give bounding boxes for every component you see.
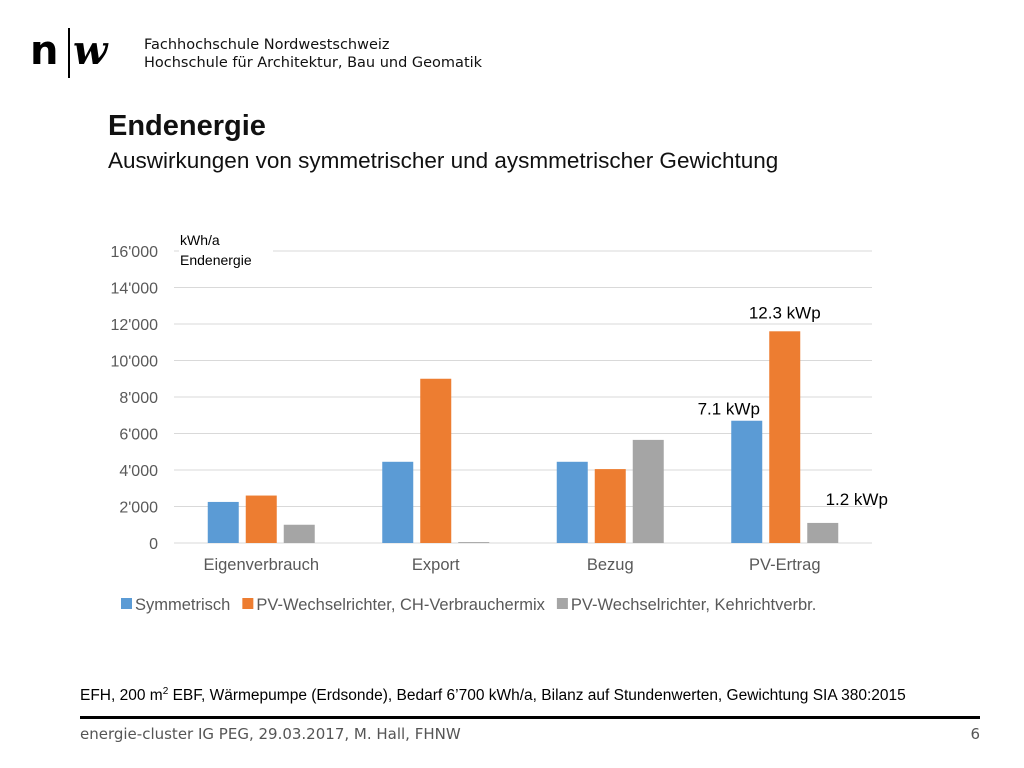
- footnote: EFH, 200 m2 EBF, Wärmepumpe (Erdsonde), …: [80, 686, 906, 705]
- y-tick-label: 8'000: [119, 390, 158, 407]
- institution-line-1: Fachhochschule Nordwestschweiz: [144, 37, 390, 53]
- bar: [632, 439, 664, 543]
- institution-name: Fachhochschule Nordwestschweiz Hochschul…: [144, 36, 482, 72]
- y-tick-label: 2'000: [119, 500, 158, 517]
- bar: [420, 378, 452, 543]
- slide-subtitle: Auswirkungen von symmetrischer und aysmm…: [108, 148, 779, 173]
- bar-annotation: 7.1 kWp: [698, 400, 760, 419]
- footer-text: energie-cluster IG PEG, 29.03.2017, M. H…: [80, 725, 461, 743]
- bar: [731, 420, 763, 543]
- svg-text:w: w: [73, 27, 109, 74]
- slide-title: Endenergie: [108, 110, 266, 142]
- legend-swatch: [121, 598, 132, 609]
- bar: [556, 461, 588, 543]
- y-tick-label: 10'000: [110, 354, 158, 371]
- legend-swatch: [556, 598, 568, 609]
- x-tick-label: Eigenverbrauch: [203, 556, 319, 574]
- bar: [769, 331, 801, 543]
- legend-label: PV-Wechselrichter, CH-Verbrauchermix: [256, 596, 545, 614]
- page-number: 6: [970, 725, 980, 743]
- footnote-suffix: EBF, Wärmepumpe (Erdsonde), Bedarf 6’700…: [168, 687, 906, 705]
- bar: [245, 495, 277, 543]
- x-tick-label: Export: [412, 556, 460, 574]
- unit-label-line-2: Endenergie: [180, 252, 252, 268]
- y-tick-label: 0: [149, 536, 158, 553]
- bar: [283, 524, 315, 543]
- y-tick-label: 14'000: [110, 281, 158, 298]
- bar: [382, 461, 414, 543]
- x-tick-label: PV-Ertrag: [749, 556, 821, 574]
- y-tick-label: 4'000: [119, 463, 158, 480]
- svg-text:n: n: [30, 28, 58, 74]
- y-tick-label: 6'000: [119, 427, 158, 444]
- x-tick-label: Bezug: [587, 556, 634, 574]
- bar: [807, 522, 839, 543]
- legend-label: Symmetrisch: [135, 596, 230, 614]
- bar-annotation: 1.2 kWp: [826, 490, 888, 509]
- bar: [594, 469, 626, 543]
- fhnw-logo: n w: [30, 27, 109, 78]
- footnote-prefix: EFH, 200 m: [80, 687, 163, 705]
- bar: [207, 501, 239, 543]
- footnote-superscript: 2: [162, 686, 169, 697]
- bar: [458, 542, 490, 543]
- institution-line-2: Hochschule für Architektur, Bau und Geom…: [144, 55, 483, 71]
- y-tick-label: 12'000: [110, 317, 158, 334]
- unit-label-line-1: kWh/a: [180, 232, 220, 248]
- unit-label-background: [179, 250, 273, 268]
- y-tick-label: 16'000: [110, 244, 158, 261]
- legend-swatch: [242, 598, 254, 609]
- legend-label: PV-Wechselrichter, Kehrichtverbr.: [571, 596, 816, 614]
- footer-divider: [80, 716, 980, 719]
- bar-annotation: 12.3 kWp: [749, 303, 821, 322]
